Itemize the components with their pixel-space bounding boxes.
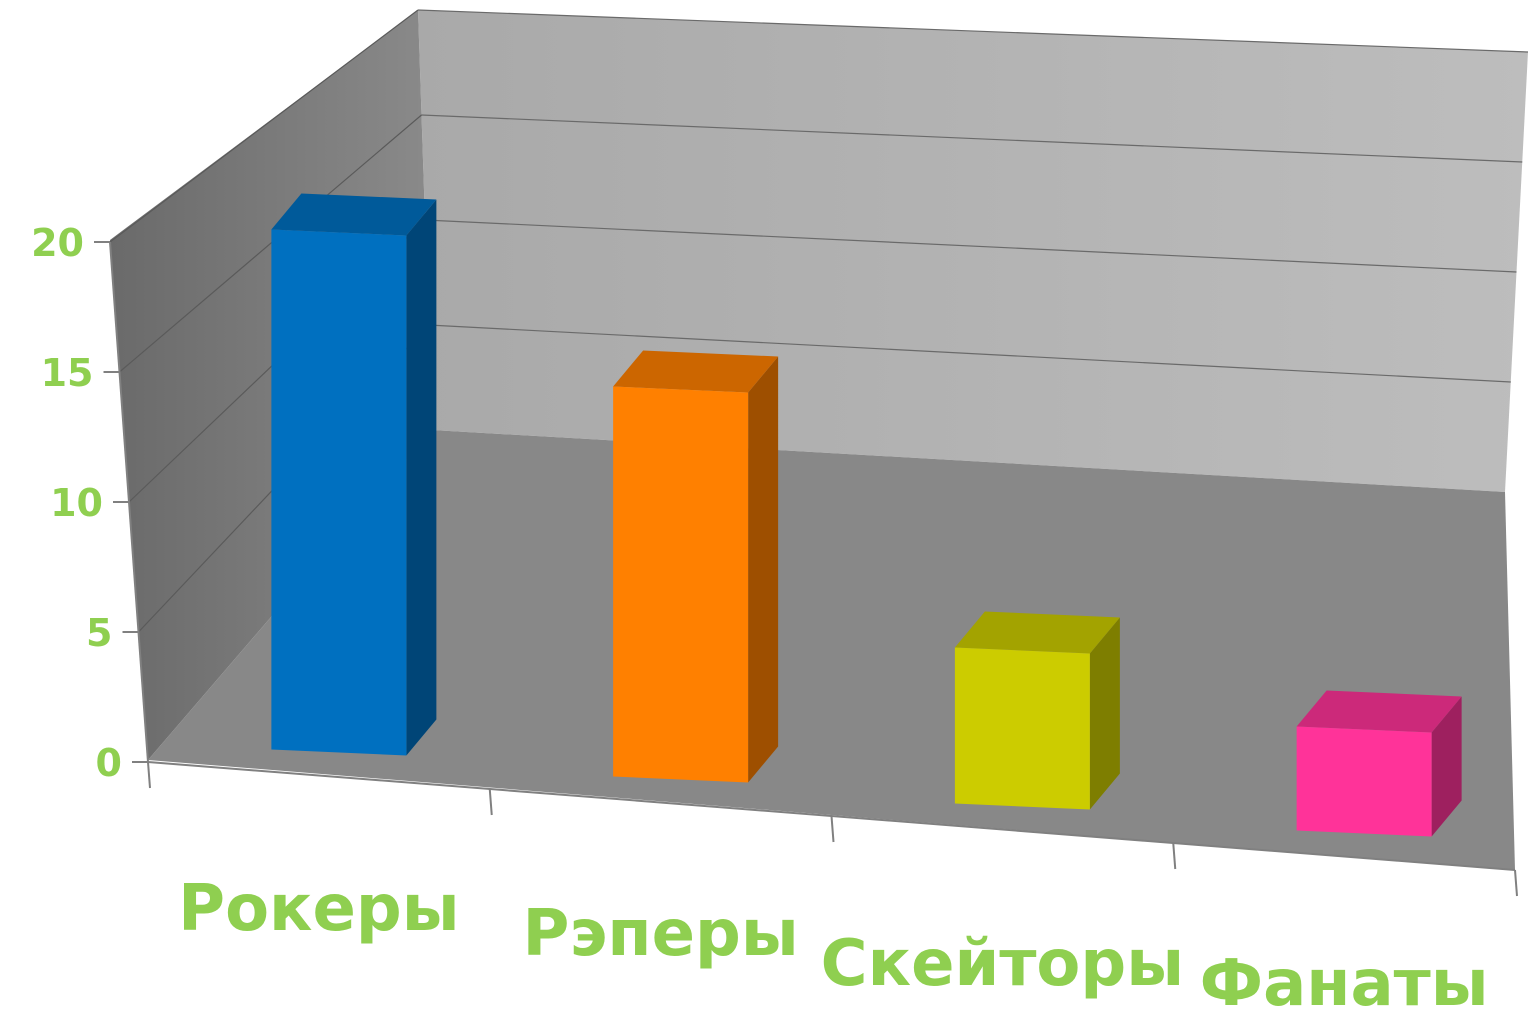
y-tick-label: 20 (31, 221, 84, 265)
bar-side (1089, 617, 1120, 810)
bar-side (1431, 696, 1462, 837)
bar-front (613, 386, 749, 783)
category-labels: Рокеры Рэперы Скейторы Фанаты (178, 872, 1488, 1015)
gridline-side (119, 114, 422, 373)
y-tick-labels: 0 5 10 15 20 (31, 221, 122, 785)
y-axis-line (109, 241, 149, 763)
bar-side (406, 199, 437, 756)
gridline-back (421, 114, 1523, 163)
bar-top (954, 611, 1120, 654)
floor (148, 430, 1515, 870)
x-tick-mark (147, 761, 151, 789)
bar-Рокеры (271, 193, 437, 756)
bar-top (1296, 690, 1462, 733)
bar-top (271, 193, 437, 236)
category-label: Скейторы (821, 927, 1184, 1001)
gridline-back (424, 219, 1517, 273)
axis (94, 241, 1518, 897)
x-tick-mark (1514, 869, 1518, 897)
bar-front (954, 647, 1090, 810)
x-tick-mark (1172, 842, 1177, 870)
bar-front (271, 229, 407, 756)
bar-top (613, 350, 779, 393)
bar-Фанаты (1296, 690, 1462, 837)
y-tick-label: 10 (50, 481, 103, 525)
bar-front (1296, 726, 1432, 837)
y-tick-label: 5 (86, 611, 112, 655)
category-label: Рэперы (523, 897, 799, 971)
back-wall (418, 10, 1528, 492)
bar-Скейторы (954, 611, 1120, 810)
y-tick-label: 15 (41, 351, 94, 395)
bars (271, 193, 1462, 837)
category-label: Рокеры (178, 872, 459, 946)
gridline-side (109, 9, 419, 243)
bar-Рэперы (613, 350, 779, 783)
bar-side (748, 356, 779, 783)
x-tick-mark (830, 815, 835, 843)
category-label: Фанаты (1200, 947, 1489, 1015)
y-tick-label: 0 (96, 741, 122, 785)
x-tick-mark (488, 788, 493, 816)
gridline-back (428, 324, 1511, 383)
gridline-back (417, 9, 1528, 53)
